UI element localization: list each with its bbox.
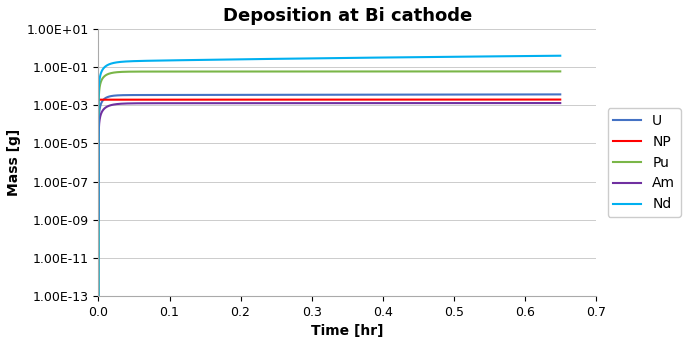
Nd (97, 70, 105, 75)
Pu (542, 69, 550, 73)
NP (97, 98, 105, 102)
Title: Deposition at Bi cathode: Deposition at Bi cathode (222, 7, 472, 25)
Am (95, 127, 103, 131)
Legend: U, NP, Pu, Am, Nd: U, NP, Pu, Am, Nd (608, 108, 680, 217)
U (94, 294, 103, 298)
Nd (556, 54, 564, 58)
NP (542, 98, 550, 102)
NP (409, 98, 418, 102)
Pu (409, 69, 418, 73)
Pu (94, 294, 103, 298)
U (95, 116, 103, 120)
Am (94, 218, 103, 222)
NP (94, 98, 103, 102)
Line: Am: Am (98, 103, 560, 220)
U (98, 100, 106, 105)
Nd (162, 58, 171, 62)
Line: Pu: Pu (98, 71, 560, 296)
Am (556, 101, 564, 105)
Am (409, 101, 418, 105)
U (97, 101, 105, 105)
Line: Nd: Nd (98, 56, 560, 296)
Nd (542, 54, 550, 58)
Pu (162, 69, 171, 73)
Nd (95, 86, 103, 90)
Nd (94, 294, 103, 298)
X-axis label: Time [hr]: Time [hr] (311, 324, 383, 338)
NP (556, 98, 564, 102)
NP (95, 98, 103, 102)
Nd (98, 69, 106, 73)
Am (162, 101, 171, 105)
U (556, 92, 564, 97)
Am (98, 110, 106, 115)
NP (98, 98, 106, 102)
Nd (409, 55, 418, 59)
U (542, 92, 550, 97)
Y-axis label: Mass [g]: Mass [g] (7, 129, 21, 196)
Line: U: U (98, 95, 560, 296)
Pu (95, 94, 103, 98)
U (162, 93, 171, 97)
Pu (97, 79, 105, 83)
Pu (98, 78, 106, 82)
NP (162, 98, 171, 102)
Am (97, 111, 105, 116)
Am (542, 101, 550, 105)
Pu (556, 69, 564, 73)
U (409, 92, 418, 97)
